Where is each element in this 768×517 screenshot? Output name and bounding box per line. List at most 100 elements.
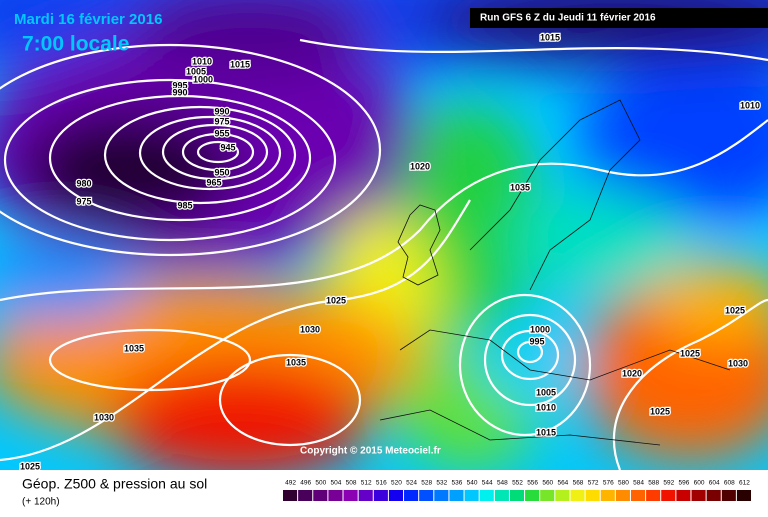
colorbar-label: 516 — [376, 480, 387, 487]
map-time: 7:00 locale — [22, 33, 129, 56]
isobar-label: 975 — [214, 116, 229, 126]
isobar-label: 1015 — [540, 32, 560, 42]
colorbar-swatch — [570, 490, 585, 501]
colorbar-swatch — [343, 490, 358, 501]
isobar-label: 1025 — [326, 295, 346, 305]
isobar-label: 1025 — [725, 305, 745, 315]
isobar-label: 1000 — [193, 74, 213, 84]
colorbar-swatch — [494, 490, 509, 501]
colorbar-swatch — [283, 490, 298, 501]
isobar-label: 1010 — [740, 100, 760, 110]
colorbar-swatch — [388, 490, 404, 501]
isobar-label: 1015 — [536, 427, 556, 437]
isobar-label: 1010 — [536, 402, 556, 412]
colorbar-label: 524 — [406, 480, 417, 487]
isobar-label: 985 — [177, 200, 192, 210]
colorbar-swatch — [449, 490, 464, 501]
colorbar-label: 532 — [436, 480, 447, 487]
colorbar-swatch — [313, 490, 328, 501]
isobar-label: 1030 — [300, 324, 320, 334]
colorbar-label: 544 — [482, 480, 493, 487]
colorbar-label: 580 — [618, 480, 629, 487]
isobar-label: 965 — [206, 177, 221, 187]
colorbar-label: 588 — [648, 480, 659, 487]
isobar-label: 950 — [214, 167, 229, 177]
isobar-label: 1020 — [622, 368, 642, 378]
isobar-label: 995 — [172, 80, 187, 90]
colorbar-swatch — [540, 490, 555, 501]
run-info: Run GFS 6 Z du Jeudi 11 février 2016 — [480, 13, 656, 24]
run-box — [470, 8, 768, 28]
isobar-label: 1030 — [728, 358, 748, 368]
colorbar-swatch — [509, 490, 525, 501]
isobar-label: 1000 — [530, 324, 550, 334]
isobar-label: 995 — [529, 336, 544, 346]
colorbar-label: 520 — [391, 480, 402, 487]
colorbar-label: 500 — [315, 480, 326, 487]
colorbar-label: 552 — [512, 480, 523, 487]
colorbar-swatch — [691, 490, 706, 501]
isobar-label: 1020 — [410, 161, 430, 171]
isobar-label: 1015 — [230, 59, 250, 69]
colorbar-swatch — [464, 490, 479, 501]
colorbar-label: 512 — [361, 480, 372, 487]
isobar-label: 975 — [76, 196, 91, 206]
colorbar-swatch — [525, 490, 540, 501]
isobar-label: 955 — [214, 128, 229, 138]
colorbar-label: 548 — [497, 480, 508, 487]
isobar-label: 1025 — [680, 348, 700, 358]
isobar-label: 1035 — [510, 182, 530, 192]
colorbar-swatch — [373, 490, 388, 501]
colorbar-swatch — [328, 490, 343, 501]
colorbar-label: 612 — [739, 480, 750, 487]
copyright: Copyright © 2015 Meteociel.fr — [300, 446, 441, 457]
colorbar-swatch — [721, 490, 736, 501]
colorbar-swatch — [298, 490, 313, 501]
isobar-label: 1005 — [536, 387, 556, 397]
colorbar-label: 608 — [724, 480, 735, 487]
colorbar-label: 600 — [694, 480, 705, 487]
colorbar-label: 556 — [527, 480, 538, 487]
colorbar-swatch — [736, 490, 751, 501]
isobar-label: 1005 — [186, 66, 206, 76]
colorbar-swatch — [630, 490, 646, 501]
colorbar-swatch — [600, 490, 615, 501]
colorbar-label: 592 — [663, 480, 674, 487]
map-date: Mardi 16 février 2016 — [14, 11, 162, 28]
legend-title: Géop. Z500 & pression au sol — [22, 476, 207, 492]
colorbar-label: 540 — [467, 480, 478, 487]
colorbar-swatch — [676, 490, 691, 501]
colorbar-label: 528 — [421, 480, 432, 487]
isobar-label: 980 — [76, 178, 91, 188]
colorbar-swatch — [615, 490, 630, 501]
colorbar-swatch — [358, 490, 373, 501]
isobar-label: 990 — [214, 106, 229, 116]
isobar-label: 1010 — [192, 56, 212, 66]
isobar-label: 1025 — [650, 406, 670, 416]
isobar-label: 1035 — [124, 343, 144, 353]
colorbar-label: 504 — [331, 480, 342, 487]
isobar-label: 945 — [220, 142, 235, 152]
colorbar-swatch — [419, 490, 434, 501]
colorbar-swatch — [555, 490, 570, 501]
colorbar-swatch — [479, 490, 494, 501]
colorbar-label: 536 — [452, 480, 463, 487]
colorbar-label: 596 — [678, 480, 689, 487]
colorbar-swatch — [404, 490, 419, 501]
isobar-label: 1035 — [286, 357, 306, 367]
isobar-label: 1030 — [94, 412, 114, 422]
legend-lead: (+ 120h) — [22, 497, 60, 508]
colorbar-swatch — [434, 490, 449, 501]
colorbar-label: 564 — [557, 480, 568, 487]
colorbar-swatch — [661, 490, 676, 501]
colorbar-label: 576 — [603, 480, 614, 487]
colorbar-label: 508 — [346, 480, 357, 487]
colorbar-label: 492 — [285, 480, 296, 487]
isobars — [0, 38, 768, 470]
colorbar-label: 560 — [542, 480, 553, 487]
colorbar-label: 568 — [573, 480, 584, 487]
colorbar-swatch — [706, 490, 721, 501]
colorbar-label: 604 — [709, 480, 720, 487]
colorbar-label: 584 — [633, 480, 644, 487]
